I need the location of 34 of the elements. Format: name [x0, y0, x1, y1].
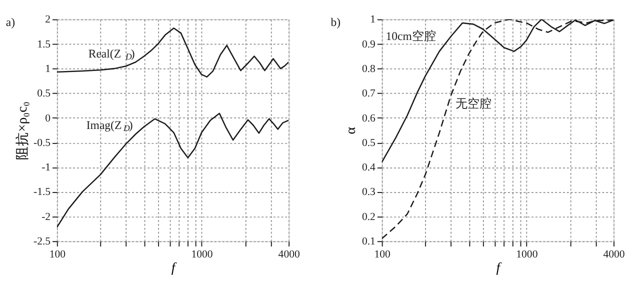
y-tick-label: -2 [42, 210, 51, 223]
y-tick-label: -1 [42, 162, 51, 174]
y-tick-label: 0.1 [362, 236, 376, 248]
annotation: 无空腔 [455, 96, 492, 111]
x-tick-label: 4000 [603, 248, 625, 260]
y-tick-label: 0.3 [362, 186, 376, 198]
x-axis-title: f [496, 260, 502, 276]
y-tick-label: 0.5 [362, 136, 376, 149]
y-tick-label: 0.6 [362, 112, 376, 124]
y-tick-label: 0.8 [362, 62, 376, 75]
y-tick-label: 1 [370, 14, 376, 26]
text: a) [6, 16, 16, 30]
y-tick-label: 1.5 [37, 38, 51, 50]
y-tick-label: 0.7 [362, 88, 376, 100]
text: b) [330, 16, 341, 30]
y-tick-label: -0.5 [33, 136, 51, 149]
annotation: 10cm空腔 [386, 28, 436, 43]
y-tick-label: 2 [45, 14, 51, 26]
y-tick-label: 0.2 [362, 210, 376, 223]
x-tick-label: 4000 [278, 248, 300, 260]
y-tick-label: -2.5 [33, 236, 51, 248]
y-tick-label: 0 [45, 112, 51, 124]
x-tick-label: 100 [374, 248, 390, 260]
x-tick-label: 1000 [516, 248, 538, 260]
x-tick-label: 100 [49, 248, 66, 260]
y-axis-title: α [343, 127, 358, 134]
x-axis-title: f [171, 260, 178, 276]
y-tick-label: 0.5 [37, 88, 51, 100]
y-tick-label: 1 [45, 62, 51, 75]
y-tick-label: 0.4 [362, 162, 376, 174]
y-axis-title: 阻抗×ρ₀c₀ [14, 101, 30, 160]
y-tick-label: 0.9 [362, 38, 376, 50]
y-tick-label: -1.5 [33, 186, 51, 198]
x-tick-label: 1000 [191, 248, 213, 260]
